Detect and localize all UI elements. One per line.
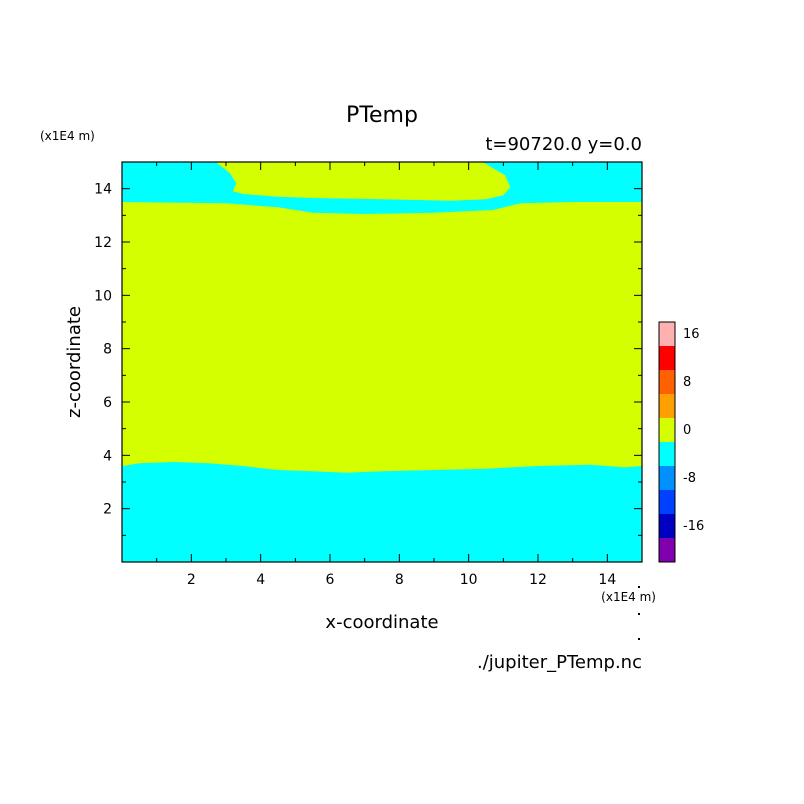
x-unit-label: (x1E4 m) — [601, 590, 656, 604]
region-positive-band — [122, 202, 642, 473]
x-tick-label: 2 — [187, 572, 196, 588]
colorbar-tick-label: -16 — [683, 519, 704, 534]
colorbar-swatch — [659, 442, 675, 466]
y-axis-label: z-coordinate — [64, 306, 85, 418]
y-tick-labels: 2 4 6 8 10 12 14 — [94, 182, 112, 518]
y-tick-label: 8 — [103, 342, 112, 358]
y-tick-label: 6 — [103, 395, 112, 411]
colorbar-swatch — [659, 538, 675, 562]
colorbar-tick-label: 8 — [683, 375, 691, 390]
colorbar-swatch — [659, 418, 675, 442]
x-tick-labels: 2 4 6 8 10 12 14 — [187, 572, 616, 588]
colorbar-swatch — [659, 370, 675, 394]
x-tick-label: 14 — [598, 572, 616, 588]
y-tick-label: 4 — [103, 448, 112, 464]
contour-fill-layer — [122, 162, 642, 562]
x-tick-label: 10 — [460, 572, 478, 588]
chart-subtitle: t=90720.0 y=0.0 — [485, 134, 642, 155]
tick-marks — [122, 161, 643, 562]
y-unit-label: (x1E4 m) — [40, 129, 95, 143]
x-tick-label: 8 — [395, 572, 404, 588]
colorbar — [658, 321, 676, 563]
colorbar-frame — [658, 321, 676, 563]
x-tick-label: 4 — [256, 572, 265, 588]
y-tick-label: 2 — [103, 502, 112, 518]
colorbar-tick-label: 16 — [683, 327, 700, 342]
colorbar-labels: 16 8 0 -8 -16 — [683, 327, 704, 534]
region-positive-pocket — [215, 162, 511, 201]
colorbar-tick-label: 0 — [683, 423, 691, 438]
colorbar-tick-label: -8 — [683, 471, 696, 486]
source-file-label: ./jupiter_PTemp.nc — [477, 652, 642, 673]
x-axis-label: x-coordinate — [325, 612, 438, 633]
x-tick-label: 6 — [326, 572, 335, 588]
plot-frame — [121, 161, 643, 563]
colorbar-swatch — [659, 466, 675, 490]
marker-dots — [638, 586, 640, 640]
colorbar-swatch — [659, 346, 675, 370]
x-tick-label: 12 — [529, 572, 547, 588]
y-tick-label: 12 — [94, 235, 112, 251]
colorbar-swatch — [659, 394, 675, 418]
y-tick-label: 10 — [94, 288, 112, 304]
chart-title: PTemp — [346, 103, 418, 128]
colorbar-swatch — [659, 490, 675, 514]
colorbar-swatch — [659, 514, 675, 538]
y-tick-label: 14 — [94, 182, 112, 198]
colorbar-swatch — [659, 322, 675, 346]
